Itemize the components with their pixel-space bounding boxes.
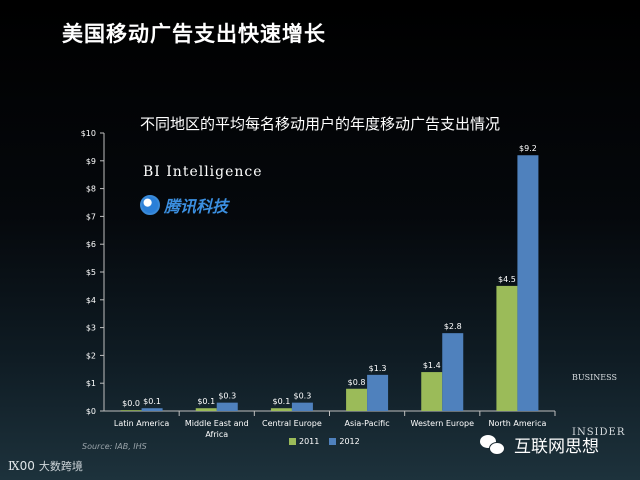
legend-swatch-2011: [289, 438, 296, 445]
y-tick-label: $1: [86, 379, 96, 388]
legend-swatch-2012: [329, 438, 337, 445]
data-label-2011: $0.8: [348, 378, 366, 387]
bar-2011: [496, 285, 518, 411]
bar-2011: [195, 408, 217, 411]
y-tick-label: $4: [86, 296, 96, 305]
data-label-2011: $0.1: [197, 397, 215, 406]
x-tick-label: Western Europe: [411, 419, 475, 428]
bar-2012: [517, 155, 539, 411]
y-tick-label: $7: [86, 212, 96, 221]
x-tick-label: Asia-Pacific: [345, 419, 390, 428]
data-label-2011: $0.0: [122, 399, 140, 408]
data-label-2011: $0.1: [273, 397, 291, 406]
chart-title: 不同地区的平均每名移动用户的年度移动广告支出情况: [139, 115, 500, 133]
slide-title: 美国移动广告支出快速增长: [62, 22, 326, 46]
x-tick-label: Middle East and Africa: [185, 419, 249, 439]
wechat-account-name: 互联网思想: [514, 437, 599, 457]
legend-item-2011: 2011: [289, 437, 319, 446]
bar-2012: [442, 333, 464, 411]
y-tick-label: $6: [86, 240, 96, 249]
tencent-logo-icon: [140, 195, 160, 215]
bar-2012: [141, 408, 163, 411]
y-tick-label: $0: [86, 407, 96, 416]
data-label-2012: $0.3: [294, 392, 312, 401]
source-note: Source: IAB, IHS: [82, 442, 147, 451]
y-tick-label: $9: [86, 157, 96, 166]
bar-2012: [291, 402, 313, 411]
y-tick-label: $3: [86, 324, 96, 333]
wechat-icon: [480, 434, 505, 455]
bar-2011: [270, 408, 292, 411]
x-tick-label: Latin America: [114, 419, 169, 428]
business-insider-top-text: BUSINESS: [572, 373, 617, 382]
chart-legend: 2011 2012: [289, 437, 370, 446]
business-insider-logo: BUSINESS INSIDER: [572, 373, 628, 438]
bar-2011: [421, 372, 443, 411]
bi-intelligence-logo: BI Intelligence: [143, 164, 263, 180]
data-label-2012: $2.8: [444, 322, 462, 331]
footer-brand-text: 大数跨境: [38, 460, 83, 473]
bar-2012: [367, 374, 389, 411]
data-label-2011: $4.5: [498, 275, 516, 284]
bar-2011: [120, 410, 142, 411]
business-insider-bottom-text: INSIDER: [572, 427, 626, 438]
wechat-watermark: 互联网思想: [480, 432, 599, 457]
y-tick-label: $8: [86, 185, 96, 194]
legend-label-2012: 2012: [339, 437, 360, 446]
legend-item-2012: 2012: [329, 437, 360, 446]
bar-2012: [216, 402, 238, 411]
data-label-2011: $1.4: [423, 361, 441, 370]
y-tick-label: $10: [81, 129, 96, 138]
x-tick-label: North America: [488, 419, 546, 428]
footer-brand: Ⅸ𝟢𝟢 大数跨境: [8, 458, 83, 474]
data-label-2012: $9.2: [519, 144, 537, 153]
y-tick-label: $5: [86, 268, 96, 277]
bi-intelligence-text: BI Intelligence: [143, 164, 263, 180]
y-tick-label: $2: [86, 351, 96, 360]
legend-label-2011: 2011: [299, 437, 320, 446]
data-label-2012: $0.3: [218, 392, 236, 401]
data-label-2012: $0.1: [143, 397, 161, 406]
tencent-tech-text: 腾讯科技: [164, 197, 229, 216]
tencent-tech-logo: 腾讯科技: [140, 193, 228, 217]
x-tick-label: Central Europe: [262, 419, 322, 428]
bar-2011: [346, 388, 368, 411]
data-label-2012: $1.3: [369, 364, 387, 373]
footer-brand-mark: Ⅸ𝟢𝟢: [8, 459, 35, 473]
